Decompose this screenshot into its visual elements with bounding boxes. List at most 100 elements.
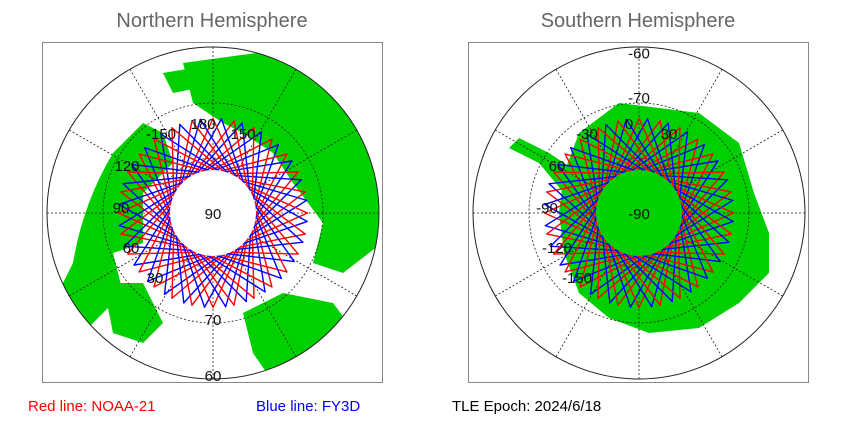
red-swath-line [677,203,714,273]
blue-swath-line [586,133,652,176]
red-swath-line [126,195,178,255]
blue-swath-line [671,190,730,244]
red-swath-line [120,176,196,193]
blue-swath-line [604,234,632,308]
red-swath-line [127,171,205,175]
south-lon-label-60: 60 [549,158,566,175]
red-swath-line [248,195,300,255]
south-lon-label-0: 0 [625,116,633,133]
blue-swath-line [548,174,626,185]
red-swath-line [138,203,175,273]
red-swath-line [212,252,288,273]
blue-swath-line [677,131,689,208]
north-lon-label-120: 120 [114,158,139,175]
red-swath-line [176,230,193,306]
red-swath-line [629,251,699,288]
north-landmass-russia [183,48,379,273]
blue-swath-line [143,146,217,174]
red-swath-line [597,126,657,178]
blue-swath-line [246,178,303,235]
blue-swath-line [234,220,308,248]
red-swath-line [153,138,223,175]
red-swath-line [546,187,609,235]
blue-swath-line [251,207,283,280]
blue-swath-line [569,146,643,174]
north-lon-label-90: 90 [113,200,130,217]
north-satellite-tracks [117,117,309,309]
red-swath-line [647,251,725,255]
blue-swath-line [118,178,192,206]
blue-swath-line [220,118,248,192]
red-swath-line [543,181,615,214]
south-satellite-tracks [543,117,735,309]
red-swath-line [195,248,255,300]
blue-swath-line [557,163,634,175]
blue-swath-line [572,209,600,283]
red-swath-line [607,237,640,309]
blue-swath-line [249,198,295,263]
legend-tle-epoch: TLE Epoch: 2024/6/18 [452,398,602,415]
blue-swath-line [218,251,295,263]
red-swath-line [669,191,732,239]
blue-swath-line [660,220,734,248]
red-swath-line [638,117,671,189]
south-title: Southern Hemisphere [540,10,736,32]
blue-swath-line [123,191,180,248]
north-lat-label-70: 70 [205,312,222,329]
red-swath-line [656,233,732,250]
south-lat-label-minus70: -70 [628,90,650,107]
red-swath-line [552,195,604,255]
legend-red-line: Red line: NOAA-21 [28,398,156,415]
blue-swath-line [652,241,730,252]
blue-swath-line [131,163,208,175]
red-swath-line [117,181,189,214]
blue-swath-line [146,209,174,283]
north-lon-label-30: 30 [147,270,164,287]
red-swath-line [251,203,288,273]
blue-swath-line [644,251,721,263]
red-swath-line [187,243,235,306]
red-swath-line [230,233,306,250]
north-landmass-islands [163,68,198,93]
red-swath-line [602,230,619,306]
blue-swath-line [626,250,692,293]
red-swath-line [181,237,214,309]
red-swath-line [233,120,250,196]
blue-swath-line [122,174,200,185]
blue-swath-line [604,123,661,180]
south-center-label: -90 [628,206,650,223]
red-swath-line [138,153,214,174]
red-swath-line [553,171,631,175]
north-lon-label-60: 60 [123,240,140,257]
south-lat-label-minus60: -60 [628,45,650,62]
red-swath-line [677,127,681,205]
north-lat-label-60: 60 [205,368,222,382]
blue-swath-line [251,131,263,208]
blue-swath-line [617,246,674,303]
blue-swath-line [549,191,606,248]
blue-swath-line [646,118,674,192]
blue-swath-line [118,184,185,227]
south-lon-label-minus30: -30 [576,126,598,143]
blue-swath-line [625,118,668,185]
red-swath-line [659,120,676,196]
south-pole-center [596,170,682,256]
red-swath-line [212,117,245,189]
north-landmass-eurasia [53,123,173,333]
red-swath-line [251,127,255,205]
north-lon-label-minus150: -150 [146,126,176,143]
blue-swath-line [544,178,618,206]
south-lon-label-30: 30 [661,126,678,143]
legend-blue-line: Blue line: FY3D [256,398,361,415]
blue-swath-line [589,218,601,295]
red-swath-line [617,120,665,183]
blue-swath-line [191,246,248,303]
blue-swath-line [635,252,709,280]
red-swath-line [191,120,239,183]
red-swath-line [171,221,175,299]
north-center-label: 90 [205,206,222,223]
red-swath-line [221,251,299,255]
blue-swath-line [241,199,308,242]
blue-swath-line [174,226,185,304]
blue-swath-line [200,250,266,293]
